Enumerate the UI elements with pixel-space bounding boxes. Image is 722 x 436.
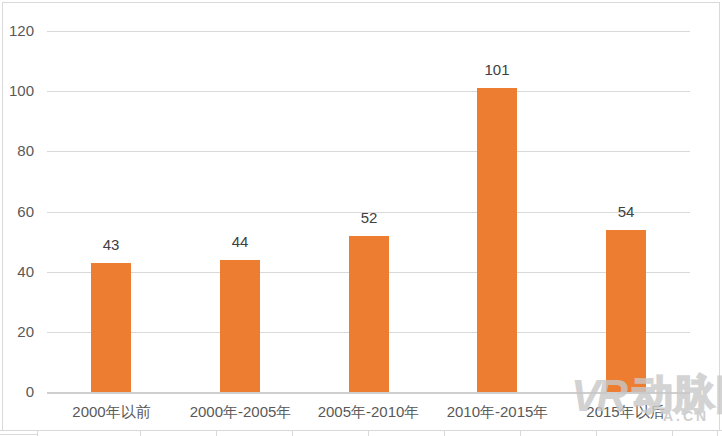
y-tick-label: 60: [0, 204, 34, 220]
worksheet-column-tick: [596, 430, 597, 436]
x-tick-label: 2000年以前: [47, 403, 176, 421]
worksheet-column-tick: [672, 430, 673, 436]
bar: [91, 263, 131, 392]
x-tick-label: 2015年以后: [561, 403, 690, 421]
worksheet-column-tick: [717, 430, 718, 436]
y-tick-label: 20: [0, 324, 34, 340]
bar-value-label: 101: [457, 62, 537, 78]
bar: [220, 260, 260, 392]
x-axis-line: [47, 392, 690, 394]
y-gridline: [47, 31, 690, 32]
bar-value-label: 54: [586, 204, 666, 220]
y-tick-label: 40: [0, 264, 34, 280]
x-tick-label: 2000年-2005年: [176, 403, 305, 421]
chart-bottom-border: [0, 430, 722, 431]
y-gridline: [47, 151, 690, 152]
x-tick-label: 2005年-2010年: [304, 403, 433, 421]
y-tick-label: 80: [0, 143, 34, 159]
worksheet-column-tick: [140, 430, 141, 436]
worksheet-column-tick: [37, 430, 38, 436]
y-tick-label: 0: [0, 384, 34, 400]
bar: [477, 88, 517, 392]
worksheet-column-tick: [520, 430, 521, 436]
worksheet-row-line: [0, 434, 37, 435]
bar: [606, 230, 646, 392]
bar-value-label: 43: [71, 237, 151, 253]
y-gridline: [47, 91, 690, 92]
x-tick-label: 2010年-2015年: [433, 403, 562, 421]
worksheet-column-tick: [292, 430, 293, 436]
y-tick-label: 120: [0, 23, 34, 39]
y-tick-label: 100: [0, 83, 34, 99]
bar-chart-image: 0 20 40 60 80 100 120 43 44 52 101 54 2000年以前2000年-2…: [0, 0, 722, 436]
bar-value-label: 44: [200, 234, 280, 250]
worksheet-column-tick: [444, 430, 445, 436]
bar: [349, 236, 389, 392]
bar-value-label: 52: [329, 210, 409, 226]
worksheet-column-tick: [216, 430, 217, 436]
worksheet-column-tick: [368, 430, 369, 436]
